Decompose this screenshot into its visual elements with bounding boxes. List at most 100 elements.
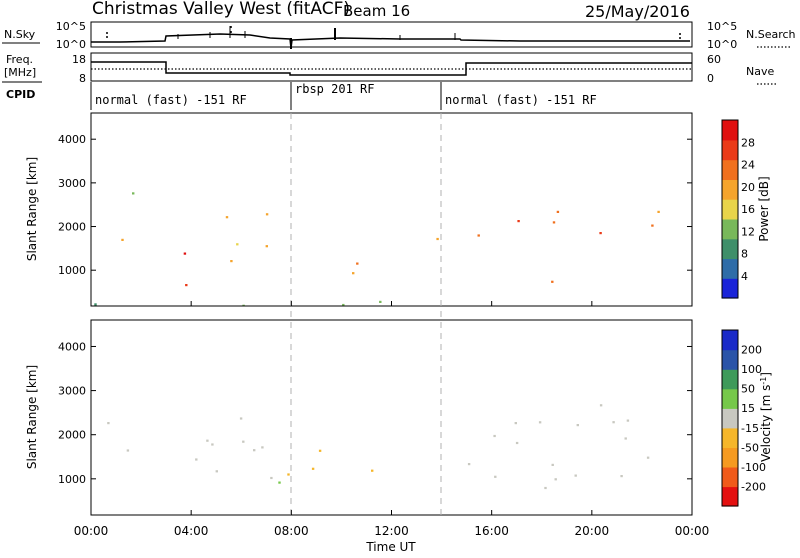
echo-cell xyxy=(599,232,602,235)
echo-cell xyxy=(651,224,654,227)
echo-cell xyxy=(242,440,245,443)
nave-right-label: Nave xyxy=(746,65,774,78)
echo-cell xyxy=(657,210,660,213)
echo-cell xyxy=(556,210,560,213)
freq-label-2: [MHz] xyxy=(4,66,36,79)
nave-right-tick-bottom: 0 xyxy=(707,72,714,85)
power-colorbar-label: Power [dB] xyxy=(757,176,771,241)
nsky-left-tick-bottom: 10^0 xyxy=(56,38,86,51)
velocity-panel: 1000 2000 3000 4000 Slant Range [km] -200 -1… xyxy=(25,319,774,516)
echo-cell xyxy=(544,486,547,490)
freq-panel: Freq. [MHz] 18 8 60 0 Nave xyxy=(2,52,778,85)
colorbar-tick-label: 15 xyxy=(741,402,755,415)
colorbar-tick-label: -200 xyxy=(741,480,766,493)
nsky-left-label: N.Sky xyxy=(4,28,36,41)
colorbar-tick-label: -15 xyxy=(741,422,759,435)
colorbar-tick-label: 20 xyxy=(741,181,755,194)
echo-cell xyxy=(107,422,110,425)
y-tick-label: 1000 xyxy=(58,264,86,277)
echo-cell xyxy=(599,404,603,407)
colorbar-swatch xyxy=(722,199,738,220)
nsky-panel: N.Sky 10^5 10^0 10^5 10^0 N.Search xyxy=(2,20,796,51)
echo-cell xyxy=(574,474,577,477)
date-label: 25/May/2016 xyxy=(585,2,690,21)
echo-cell xyxy=(253,449,256,452)
colorbar-tick-label: 28 xyxy=(741,136,755,149)
colorbar-tick-label: -50 xyxy=(741,441,759,454)
velocity-colorbar-label: Velocity [m s-1] xyxy=(759,372,774,462)
cpid-panel: CPID normal (fast) -151 RF rbsp 201 RF n… xyxy=(6,82,597,110)
freq-label-1: Freq. xyxy=(6,53,33,66)
cpid-segment-2: rbsp 201 RF xyxy=(295,82,374,96)
beam-label: Beam 16 xyxy=(343,2,410,20)
colorbar-swatch xyxy=(722,330,738,351)
x-axis-label: Time UT xyxy=(365,540,416,554)
echo-cell xyxy=(185,284,188,287)
echo-cell xyxy=(211,443,214,446)
chart-title: Christmas Valley West (fitACF) xyxy=(92,0,350,19)
colorbar-swatch xyxy=(722,388,738,409)
echo-cell xyxy=(554,478,557,481)
x-tick-label: 00:00 xyxy=(74,524,109,538)
echo-cell xyxy=(236,243,239,246)
nsky-right-label: N.Search xyxy=(746,28,796,41)
echo-cell xyxy=(352,272,355,275)
y-tick-label: 4000 xyxy=(58,133,86,146)
colorbar-swatch xyxy=(722,466,738,488)
echo-cell xyxy=(477,234,480,237)
colorbar-tick-label: 16 xyxy=(741,203,755,216)
power-colorbar: 4 8 12 16 20 24 28 xyxy=(721,119,755,299)
colorbar-swatch xyxy=(722,238,738,260)
cpid-segment-3: normal (fast) -151 RF xyxy=(445,93,597,107)
echo-cell xyxy=(242,304,245,306)
colorbar-swatch xyxy=(722,369,738,390)
x-tick-label: 04:00 xyxy=(174,524,209,538)
y-tick-label: 3000 xyxy=(58,177,86,190)
colorbar-swatch xyxy=(722,120,738,141)
power-ylabel: Slant Range [km] xyxy=(25,157,39,261)
echo-cell xyxy=(371,469,374,472)
echo-cell xyxy=(230,260,233,263)
echo-cell xyxy=(126,449,130,452)
echo-cell xyxy=(265,213,269,216)
colorbar-tick-label: 100 xyxy=(741,363,762,376)
echo-cell xyxy=(436,237,439,241)
colorbar-swatch xyxy=(722,258,738,279)
colorbar-swatch xyxy=(722,447,738,468)
echo-cell xyxy=(356,262,359,265)
x-tick-label: 16:00 xyxy=(474,524,509,538)
echo-cell xyxy=(493,434,496,438)
velocity-ylabel: Slant Range [km] xyxy=(25,365,39,469)
echo-cell xyxy=(515,441,519,445)
echo-cell xyxy=(311,467,315,470)
echo-cell xyxy=(379,300,382,303)
echo-cell xyxy=(620,475,623,478)
velocity-echo-cells xyxy=(107,404,650,490)
x-tick-label: 12:00 xyxy=(374,524,409,538)
x-tick-label: 20:00 xyxy=(575,524,610,538)
echo-cell xyxy=(287,473,290,476)
power-echo-cells xyxy=(94,192,660,306)
nsky-right-tick-bottom: 10^0 xyxy=(707,38,737,51)
colorbar-tick-label: 200 xyxy=(741,344,762,357)
echo-cell xyxy=(183,252,187,255)
echo-cell xyxy=(215,470,218,473)
echo-cell xyxy=(132,192,135,195)
echo-cell xyxy=(551,280,554,283)
y-tick-label: 4000 xyxy=(58,340,86,353)
y-tick-label: 1000 xyxy=(58,473,86,486)
echo-cell xyxy=(225,216,229,219)
echo-cell xyxy=(514,422,517,425)
colorbar-tick-label: 50 xyxy=(741,383,755,396)
echo-cell xyxy=(551,463,554,466)
nave-right-tick-top: 60 xyxy=(707,53,721,66)
colorbar-tick-label: 4 xyxy=(741,270,748,283)
echo-cell xyxy=(121,238,124,241)
y-tick-label: 2000 xyxy=(58,429,86,442)
echo-cell xyxy=(278,481,281,484)
colorbar-swatch xyxy=(722,349,738,370)
colorbar-swatch xyxy=(722,486,738,507)
colorbar-swatch xyxy=(722,139,738,161)
echo-cell xyxy=(624,437,627,440)
